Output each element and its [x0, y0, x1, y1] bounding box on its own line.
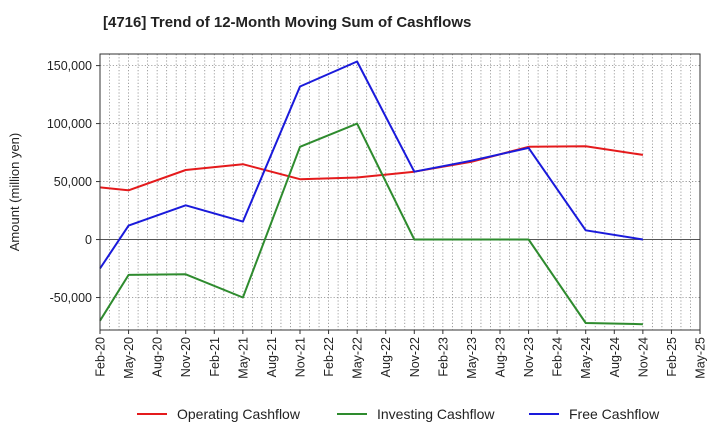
x-tick-label: Nov-21 [294, 337, 308, 377]
x-axis-ticks: Feb-20 May-20 Aug-20 Nov-20 Feb-21 May-21 Aug-… [94, 330, 708, 379]
y-tick-label: 0 [85, 233, 92, 247]
y-tick-label: 100,000 [47, 117, 92, 131]
x-tick-label: Nov-20 [179, 337, 193, 377]
y-axis-ticks: -50,000 0 50,000 100,000 150,000 [47, 59, 100, 305]
x-tick-label: Aug-24 [608, 337, 622, 377]
x-tick-label: Feb-24 [551, 337, 565, 377]
legend: Operating Cashflow Investing Cashflow Free… [137, 406, 660, 422]
x-tick-label: Nov-22 [408, 337, 422, 377]
x-tick-label: May-25 [694, 337, 708, 379]
legend-label-investing-cashflow: Investing Cashflow [377, 406, 495, 422]
y-tick-label: 50,000 [54, 175, 92, 189]
grid-lines [100, 54, 700, 330]
x-tick-label: May-24 [579, 337, 593, 379]
x-tick-label: Nov-24 [636, 337, 650, 377]
x-tick-label: Aug-22 [379, 337, 393, 377]
x-tick-label: May-22 [351, 337, 365, 379]
x-tick-label: Feb-23 [436, 337, 450, 377]
x-tick-label: Aug-21 [265, 337, 279, 377]
x-tick-label: Nov-23 [522, 337, 536, 377]
series-line-operating-cashflow [99, 145, 644, 192]
x-tick-label: May-21 [236, 337, 250, 379]
series-lines [99, 60, 644, 326]
series-line-investing-cashflow [99, 122, 643, 326]
x-tick-label: Feb-25 [665, 337, 679, 377]
x-tick-label: Feb-22 [322, 337, 336, 377]
series-line-free-cashflow [99, 60, 644, 270]
chart-title: [4716] Trend of 12-Month Moving Sum of C… [103, 14, 472, 31]
x-tick-label: Feb-20 [94, 337, 108, 377]
x-tick-label: Feb-21 [208, 337, 222, 377]
x-tick-label: May-20 [122, 337, 136, 379]
x-tick-label: May-23 [465, 337, 479, 379]
x-tick-label: Aug-23 [494, 337, 508, 377]
y-tick-label: 150,000 [47, 59, 92, 73]
legend-label-free-cashflow: Free Cashflow [569, 406, 660, 422]
plot-frame [99, 53, 701, 331]
x-tick-label: Aug-20 [151, 337, 165, 377]
legend-label-operating-cashflow: Operating Cashflow [177, 406, 301, 422]
y-tick-label: -50,000 [50, 291, 92, 305]
y-axis-title: Amount (million yen) [7, 133, 22, 252]
